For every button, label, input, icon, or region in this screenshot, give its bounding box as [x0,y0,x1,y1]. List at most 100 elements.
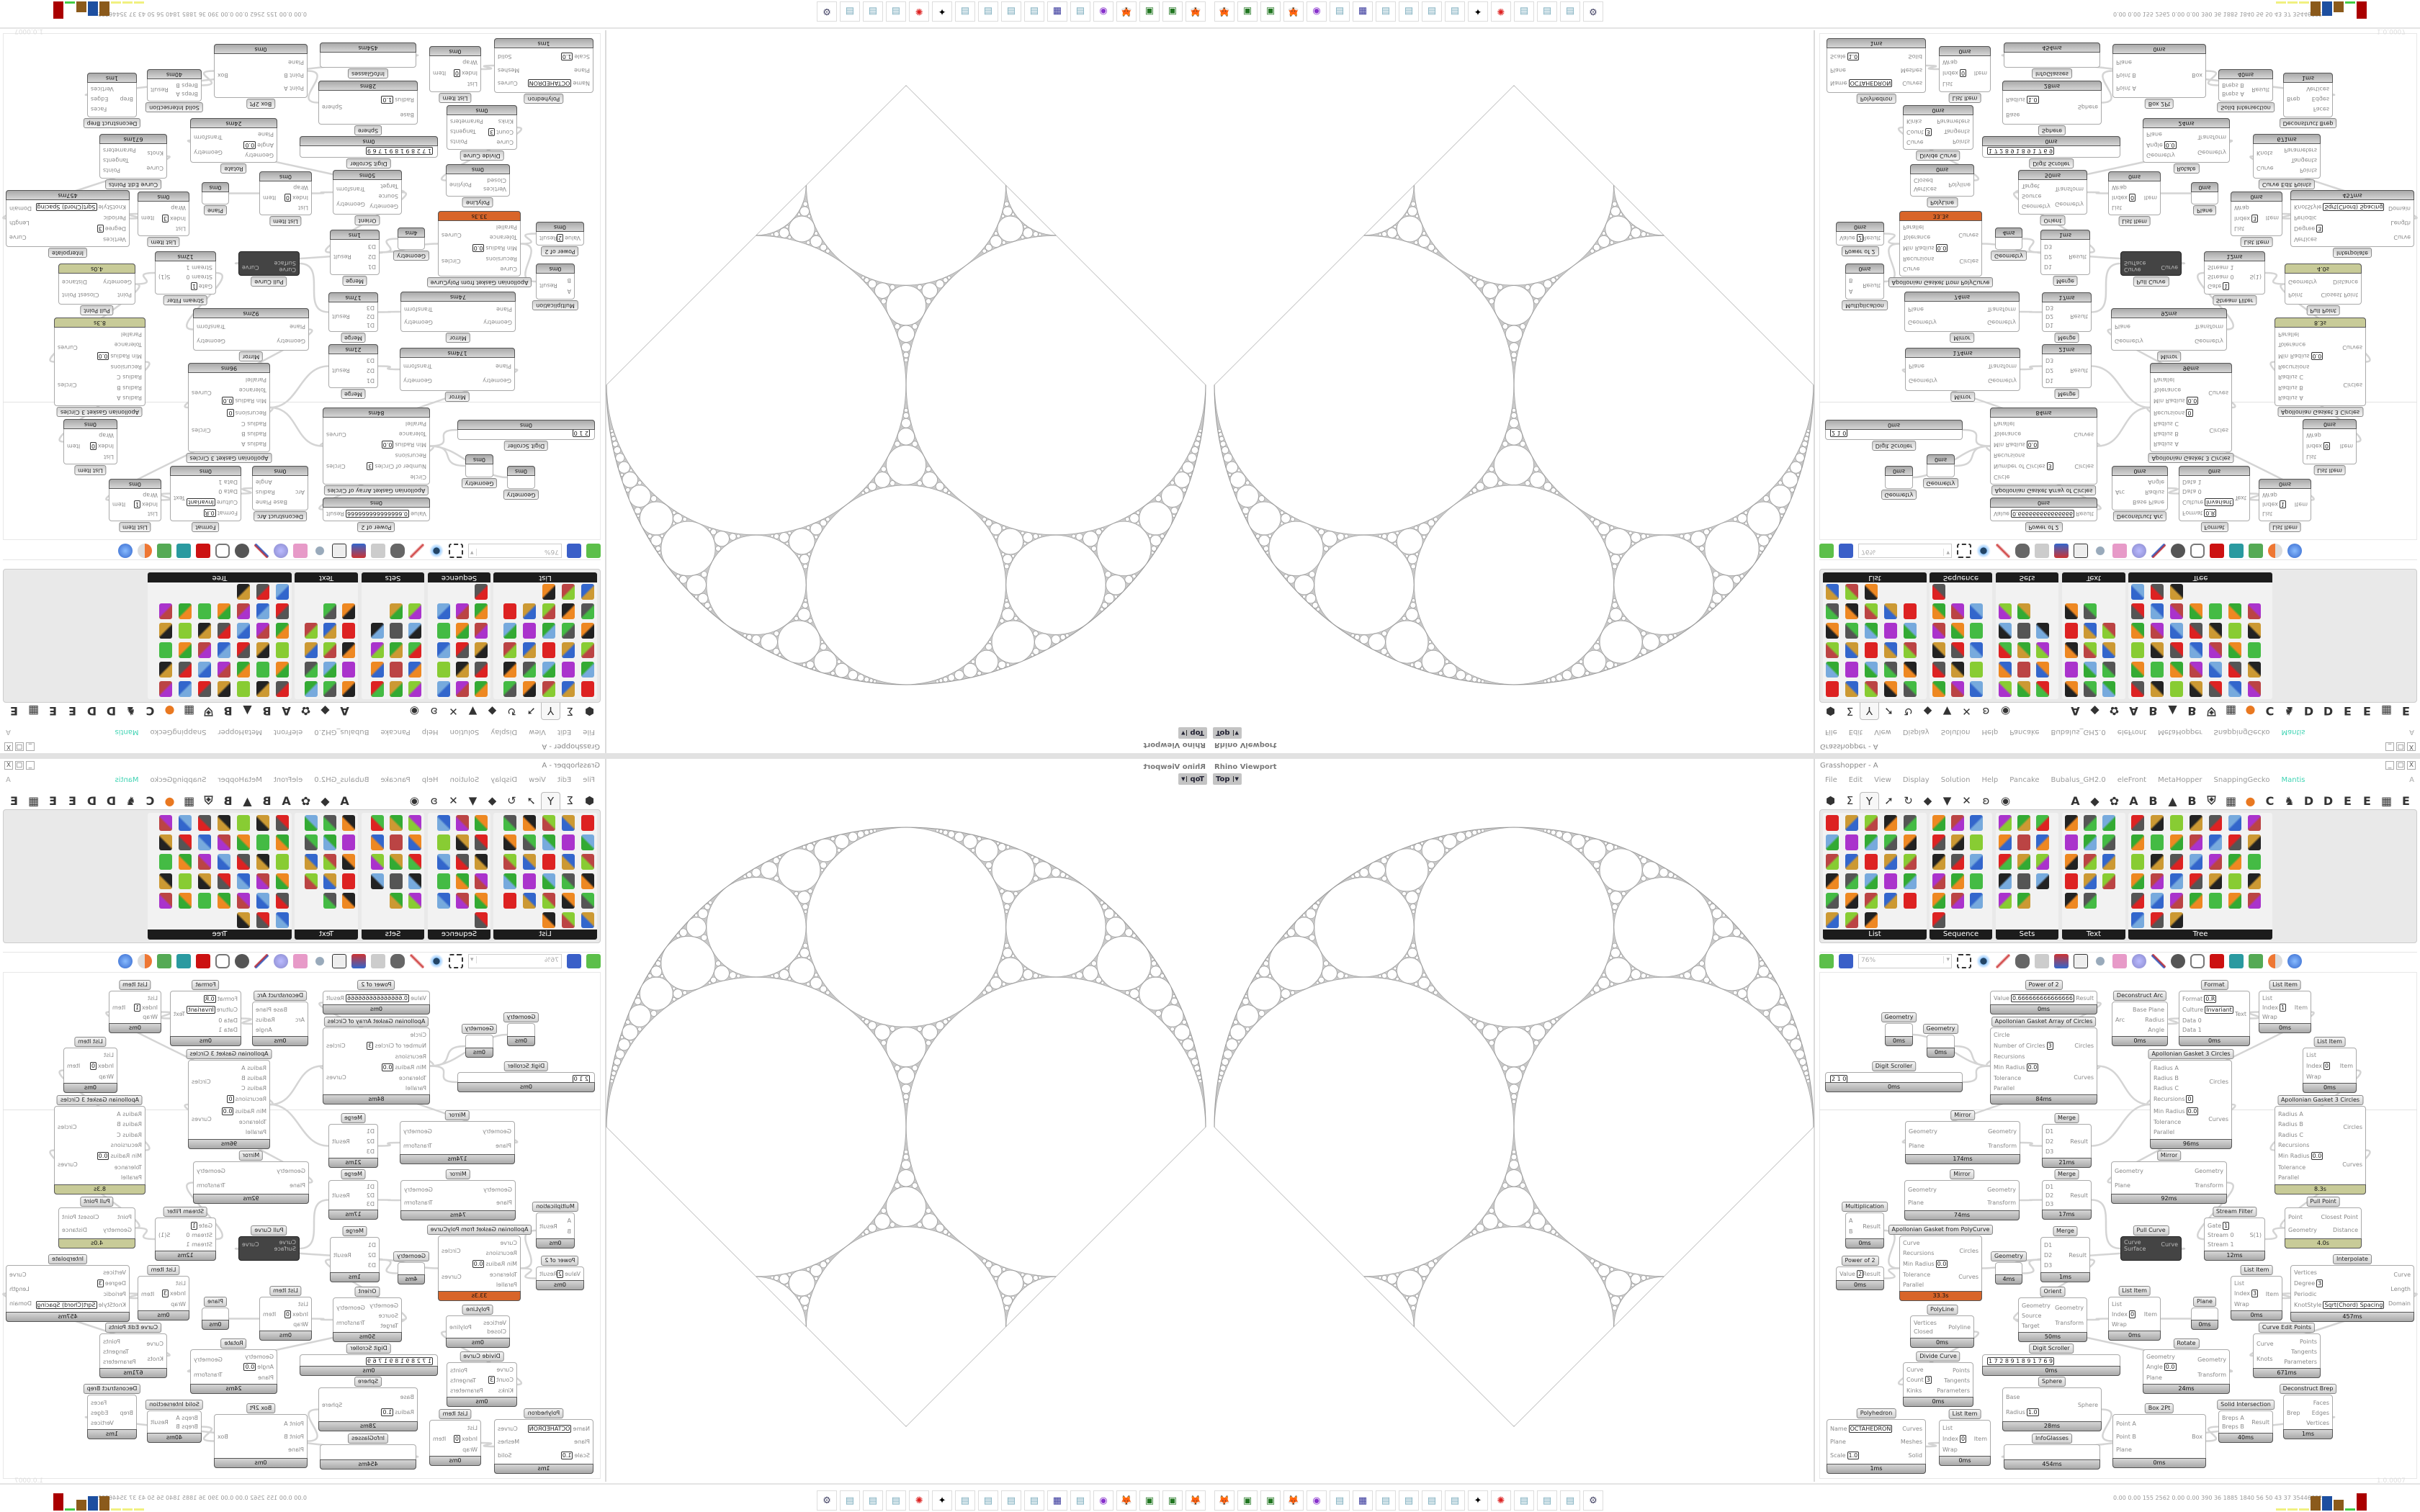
node-output[interactable]: Edges [2311,1409,2329,1416]
text-component-icon[interactable] [342,642,355,658]
node-output[interactable]: Item [112,501,126,508]
node-output[interactable]: Result [332,367,350,374]
list-component-icon[interactable] [562,662,575,678]
component-node[interactable]: D1 D2 D3 Result 21ms [2042,1124,2092,1168]
text-component-icon[interactable] [2065,854,2078,870]
list-component-icon[interactable] [581,854,594,870]
node-output[interactable]: Curves [1958,232,1978,239]
at-icon[interactable] [2035,544,2049,559]
node-title-rotate[interactable]: Rotate [220,1338,247,1349]
list-component-icon[interactable] [581,893,594,909]
node-input[interactable]: Radius B [2154,1075,2198,1081]
node-title-apollonian-gasket-3-circles[interactable]: Apollonian Gasket 3 Circles [186,453,272,463]
node-output[interactable]: Tangents [450,128,476,135]
node-title-apollonian-gasket-3-circles[interactable]: Apollonian Gasket 3 Circles [56,1095,143,1105]
node-title-curve-edit-points[interactable]: Curve Edit Points [2258,179,2316,189]
input-value[interactable]: 0.0 [472,1259,485,1268]
node-output[interactable]: Closest Point [2321,1213,2358,1220]
sets-component-icon[interactable] [2036,662,2049,678]
node-output[interactable]: Points [450,1367,468,1374]
node-output[interactable]: Curves [1902,1425,1922,1432]
new-file-icon[interactable] [586,544,601,559]
node-input[interactable]: List [454,1425,478,1431]
input-value[interactable]: OCTAHEDRON [1848,78,1893,87]
list-component-icon[interactable] [1904,854,1917,870]
node-title-mirror[interactable]: Mirror [1950,333,1974,343]
node-input[interactable]: Recursions [97,1142,142,1148]
tree-component-icon[interactable] [2228,603,2241,619]
gha-icon[interactable] [351,953,366,968]
grey-sphere-icon[interactable] [2171,953,2185,968]
node-output[interactable]: Closest Point [62,292,99,299]
node-output[interactable]: Radius [256,1016,275,1023]
node-output[interactable]: Transform [194,1372,223,1378]
component-node[interactable]: Geometry Plane Geometry Transform 74ms [400,292,516,332]
menu-item-snappinggecko[interactable]: SnappingGecko [150,728,207,736]
sets-component-icon[interactable] [2036,623,2049,639]
notepad-icon[interactable]: ▤ [1560,1,1580,22]
list-component-icon[interactable] [542,854,555,870]
node-output[interactable]: Circles [326,1043,346,1050]
component-node[interactable]: 454ms [320,1444,416,1470]
node-title-power-of-2[interactable]: Power of 2 [541,1256,579,1266]
tree-component-icon[interactable] [2190,815,2202,831]
node-output[interactable]: Base Plane [256,499,287,506]
terminal-icon[interactable]: ▣ [1162,1490,1183,1511]
menu-item-bubalus-gh2-0[interactable]: Bubalus_GH2.0 [2051,728,2106,736]
tree-component-icon[interactable] [2151,603,2164,619]
menu-item-pancake[interactable]: Pancake [380,728,411,736]
tree-component-icon[interactable] [256,893,269,909]
tab-icon[interactable]: Y [541,703,560,720]
input-value[interactable]: 1.0 [560,1451,573,1459]
node-input[interactable]: Vertices [2294,236,2384,243]
sequence-component-icon[interactable] [1951,815,1964,831]
node-input[interactable]: Parallel [2278,331,2323,338]
text-component-icon[interactable] [2065,893,2078,909]
text-component-icon[interactable] [2084,623,2097,639]
node-output[interactable]: Length [9,1285,30,1292]
sets-component-icon[interactable] [2017,662,2030,678]
node-output[interactable]: Parameters [103,1358,136,1365]
input-value[interactable]: 0.0 [2164,1363,2177,1372]
tab-icon[interactable]: ➚ [1884,794,1894,807]
tree-component-icon[interactable] [2131,834,2144,850]
list-component-icon[interactable] [1865,834,1878,850]
text-component-icon[interactable] [2084,642,2097,658]
node-output[interactable]: S(1) [2249,274,2262,281]
plugin-tab-icon[interactable]: A [340,704,349,719]
node-input[interactable]: Recursions [97,364,142,370]
node-input[interactable]: Radius A [222,441,266,447]
rhino-viewport[interactable]: Rhino Viewport Top ▼ [605,759,1210,1482]
component-node[interactable]: 0ms [202,1308,229,1330]
teal-shape-icon[interactable] [176,544,191,559]
menu-item-view[interactable]: View [529,776,546,784]
tree-component-icon[interactable] [276,893,289,909]
list-component-icon[interactable] [1845,662,1858,678]
component-node[interactable]: 0ms [202,182,229,204]
plugin-tab-icon[interactable]: D [2323,704,2334,719]
node-output[interactable]: Vertices [2306,86,2329,93]
node-output[interactable]: Transform [2195,323,2223,330]
floppy-icon[interactable]: ▦ [1047,1490,1067,1511]
tab-icon[interactable]: ▼ [468,705,478,718]
node-output[interactable]: Item [1973,70,1987,77]
list-component-icon[interactable] [523,603,536,619]
red-solid-icon[interactable] [196,953,210,968]
sequence-component-icon[interactable] [1951,873,1964,889]
plugin-tab-icon[interactable]: ♞ [125,704,136,719]
node-title-rotate[interactable]: Rotate [2173,1338,2200,1349]
sets-component-icon[interactable] [1999,681,2012,697]
input-value[interactable]: 3 [2316,224,2323,233]
list-component-icon[interactable] [1904,893,1917,909]
sets-component-icon[interactable] [390,662,403,678]
node-input[interactable]: Recursions [472,1250,517,1256]
sequence-component-icon[interactable] [475,815,488,831]
node-title-digit-scroller[interactable]: Digit Scroller [1871,1061,1917,1071]
